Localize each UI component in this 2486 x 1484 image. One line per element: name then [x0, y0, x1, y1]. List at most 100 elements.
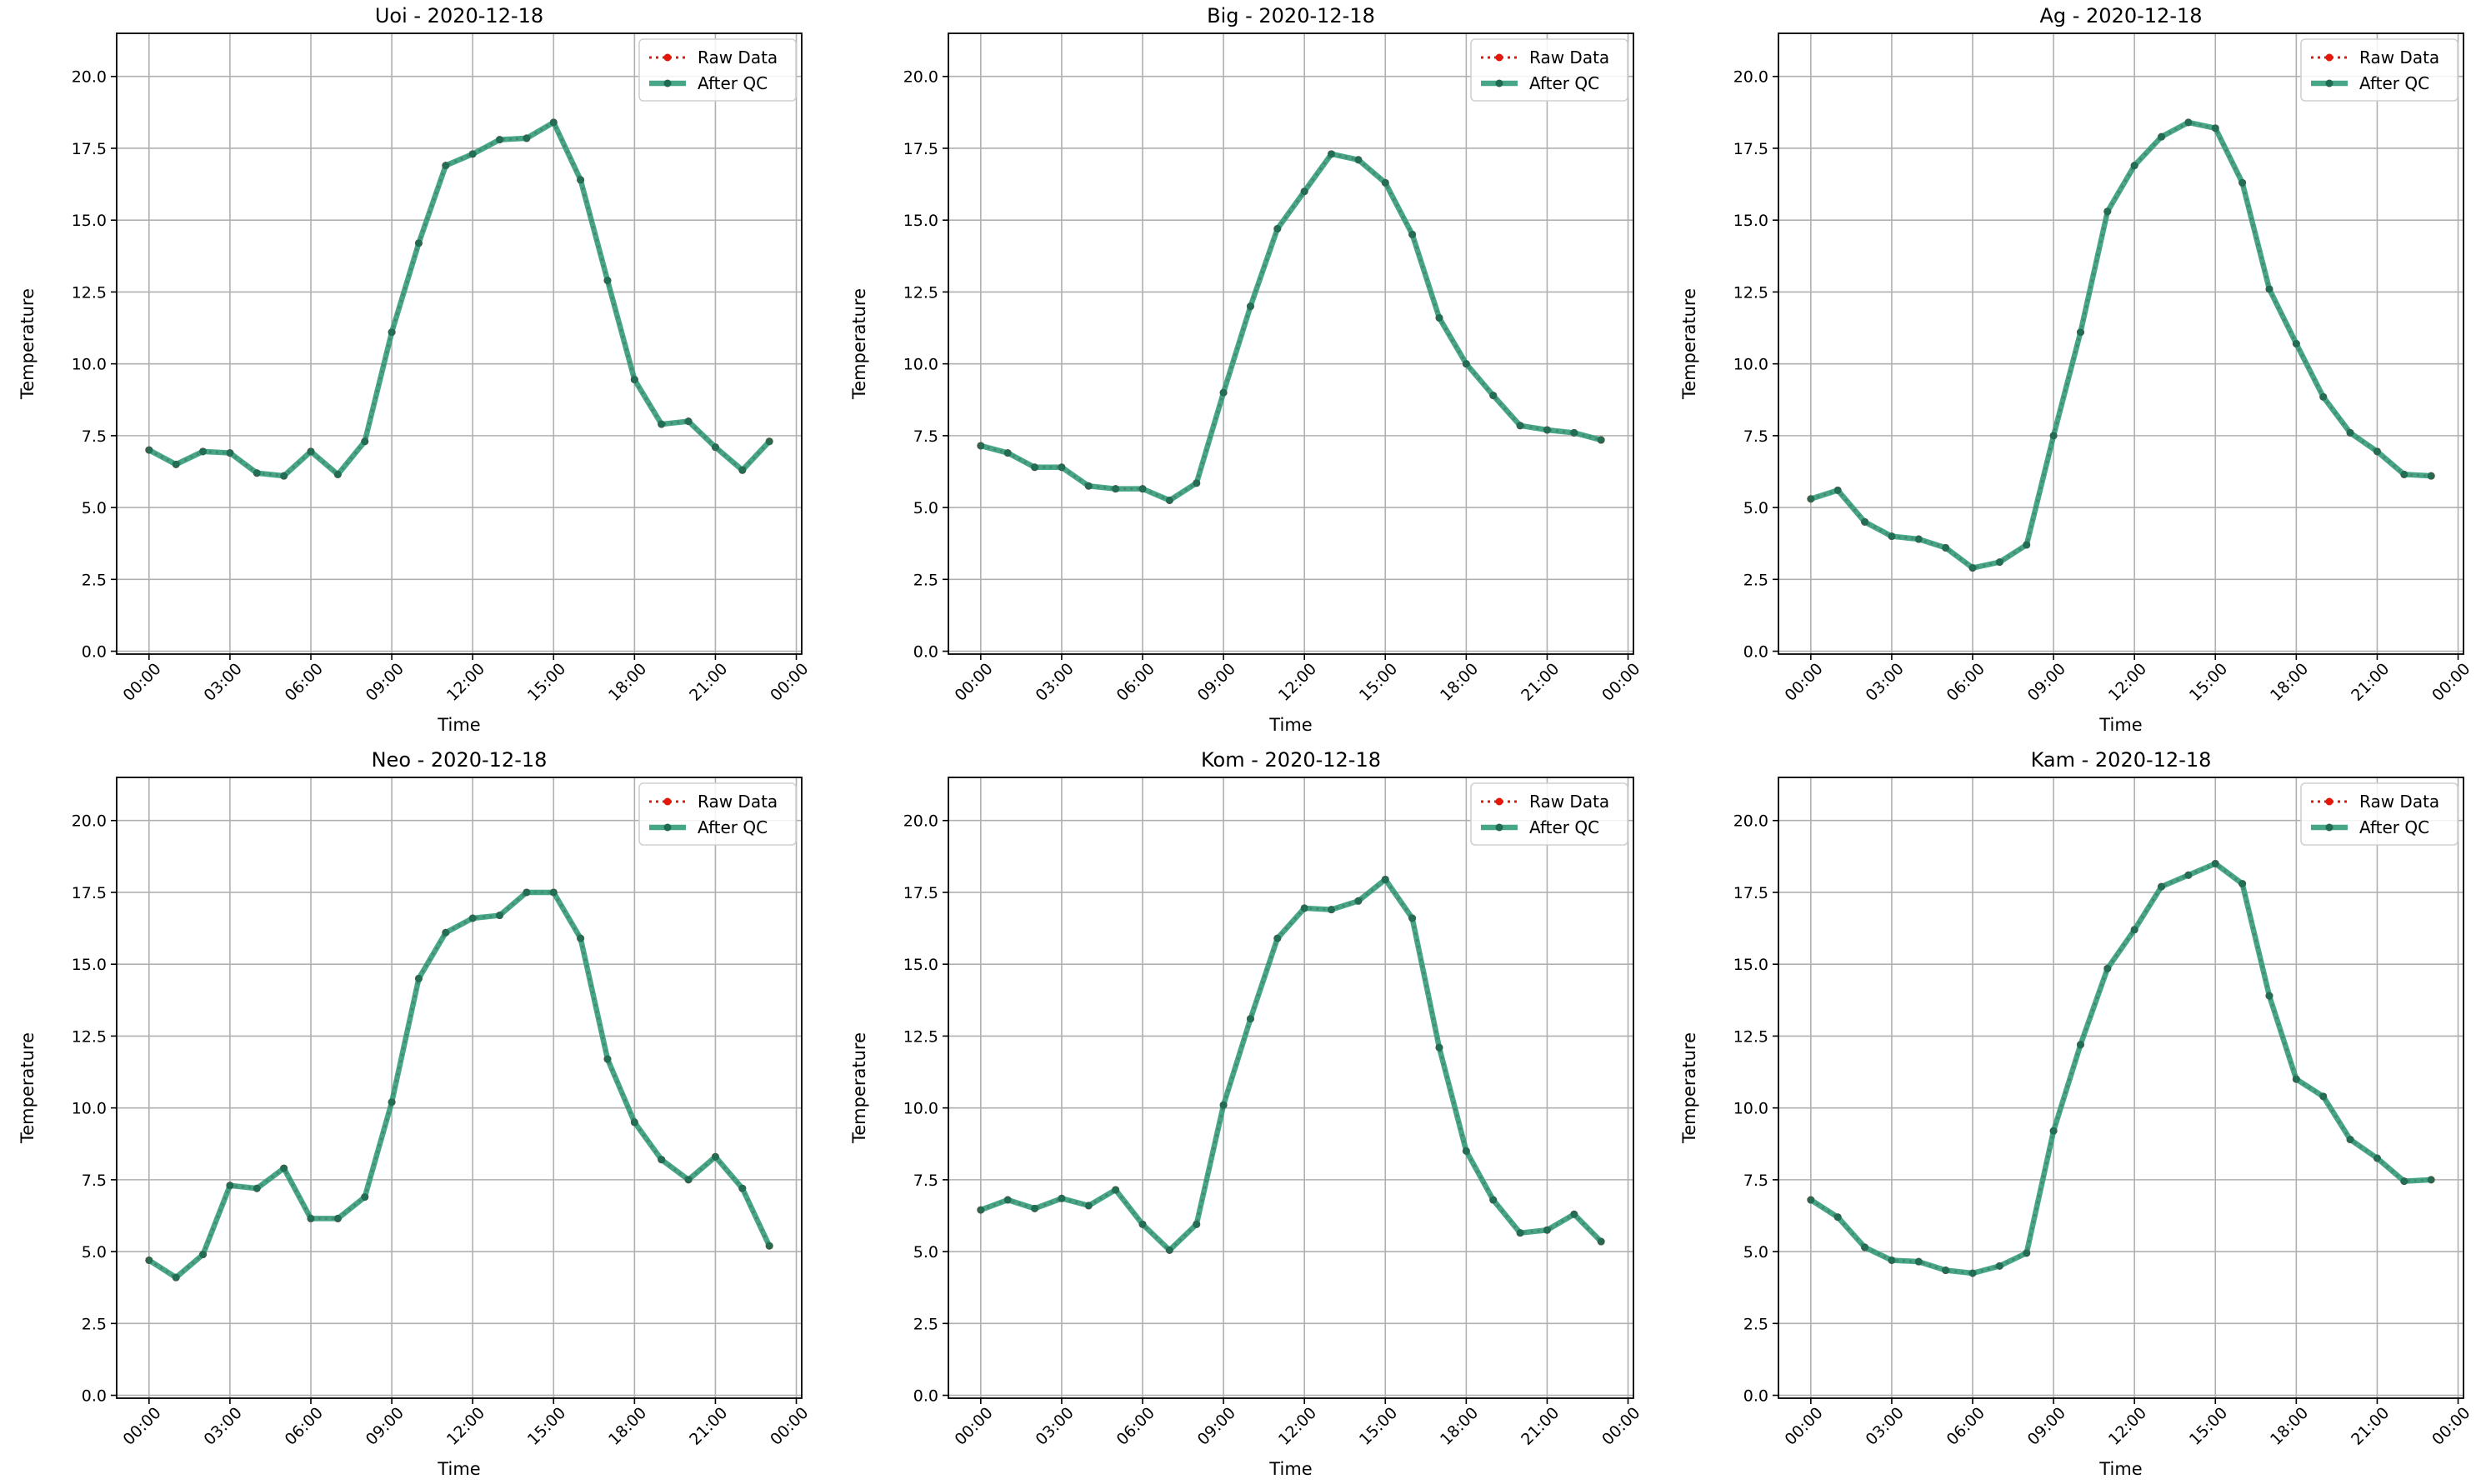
qc-data-point — [2346, 428, 2354, 437]
qc-data-point — [2184, 871, 2193, 879]
qc-data-point — [1165, 1246, 1173, 1254]
y-tick-label: 15.0 — [903, 212, 938, 230]
legend-qc-label: After QC — [1529, 817, 1599, 837]
qc-data-point — [1354, 897, 1363, 905]
qc-data-point — [1861, 517, 1869, 526]
x-tick-label: 00:00 — [1781, 660, 1826, 705]
qc-data-point — [1219, 1101, 1228, 1109]
legend-raw-marker — [663, 797, 672, 806]
y-tick-label: 17.5 — [1733, 884, 1768, 902]
qc-data-point — [1031, 463, 1039, 472]
legend-qc-marker — [2325, 79, 2333, 87]
qc-data-point — [388, 1098, 396, 1107]
qc-data-point — [2319, 392, 2328, 401]
x-tick-label: 12:00 — [2105, 1404, 2150, 1449]
qc-data-line — [1809, 119, 2432, 571]
y-tick-label: 17.5 — [72, 884, 107, 902]
qc-data-point — [2400, 1177, 2408, 1186]
y-axis-label: Temperature — [18, 288, 38, 400]
legend-raw-marker — [663, 53, 672, 62]
y-tick-label: 0.0 — [1743, 643, 1768, 662]
y-tick-label: 10.0 — [72, 1100, 107, 1118]
x-tick-label: 00:00 — [119, 1404, 164, 1449]
axes-frame — [1778, 777, 2464, 1399]
qc-data-point — [2076, 1041, 2084, 1049]
qc-data-point — [333, 470, 342, 478]
qc-data-point — [765, 1242, 773, 1250]
x-tick-label: 12:00 — [2105, 660, 2150, 705]
qc-data-point — [496, 912, 504, 920]
qc-data-point — [145, 1256, 153, 1264]
x-tick-label: 21:00 — [2348, 1404, 2393, 1449]
y-tick-label: 10.0 — [1733, 1100, 1768, 1118]
qc-data-line — [979, 877, 1603, 1253]
y-tick-label: 0.0 — [1743, 1387, 1768, 1406]
qc-data-point — [630, 1118, 638, 1127]
y-tick-label: 2.5 — [913, 571, 938, 589]
legend-raw-label: Raw Data — [698, 47, 778, 67]
qc-data-point — [1058, 463, 1066, 472]
qc-data-point — [658, 1156, 666, 1164]
qc-data-point — [1112, 1186, 1120, 1194]
qc-data-point — [630, 376, 638, 384]
x-tick-label: 09:00 — [1194, 1404, 1239, 1449]
qc-data-point — [1003, 449, 1012, 457]
qc-data-point — [1435, 313, 1443, 322]
legend: Raw Data After QC — [638, 38, 797, 102]
qc-data-point — [1914, 1257, 1923, 1266]
qc-data-point — [1112, 485, 1120, 493]
qc-data-point — [2103, 964, 2112, 972]
qc-data-point — [577, 176, 585, 184]
x-tick-label: 09:00 — [363, 1404, 408, 1449]
legend: Raw Data After QC — [638, 782, 797, 846]
x-tick-label: 00:00 — [1781, 1404, 1826, 1449]
qc-data-point — [1833, 1213, 1842, 1222]
y-tick-label: 7.5 — [913, 1172, 938, 1190]
qc-data-point — [172, 1273, 180, 1282]
qc-data-point — [1138, 485, 1147, 493]
subplot-title: Neo - 2020-12-18 — [372, 748, 548, 772]
qc-data-point — [468, 914, 477, 922]
x-tick-label: 18:00 — [605, 660, 650, 705]
qc-data-point — [577, 934, 585, 942]
qc-data-point — [253, 469, 261, 477]
x-tick-label: 15:00 — [524, 1404, 569, 1449]
qc-data-point — [2427, 1176, 2435, 1184]
axes-frame — [116, 32, 803, 655]
x-tick-label: 18:00 — [2267, 1404, 2312, 1449]
legend-qc-marker — [1495, 79, 1503, 87]
x-axis-label: Time — [2098, 1459, 2142, 1479]
x-axis-label: Time — [437, 715, 480, 735]
legend-qc-label: After QC — [698, 817, 768, 837]
y-tick-label: 20.0 — [903, 68, 938, 87]
subplot-title: Big - 2020-12-18 — [1207, 4, 1375, 27]
x-tick-label: 21:00 — [686, 1404, 731, 1449]
y-tick-label: 12.5 — [1733, 1027, 1768, 1046]
y-tick-label: 15.0 — [1733, 212, 1768, 230]
qc-data-point — [2292, 1075, 2300, 1083]
subplot-panel: Big - 2020-12-18 00:00 03:00 06:00 09:00 12:0… — [849, 4, 1643, 735]
x-tick-label: 06:00 — [1113, 1404, 1158, 1449]
qc-data-point — [738, 466, 747, 474]
qc-data-point — [442, 928, 450, 937]
y-tick-label: 0.0 — [913, 1387, 938, 1406]
subplot-title: Kom - 2020-12-18 — [1201, 748, 1381, 772]
x-tick-label: 09:00 — [1194, 660, 1239, 705]
raw-data-line — [980, 877, 1603, 1252]
qc-data-point — [1328, 906, 1336, 914]
legend-qc-marker — [2325, 823, 2333, 832]
qc-data-point — [2049, 432, 2058, 440]
qc-data-point — [1138, 1220, 1147, 1228]
y-tick-label: 7.5 — [1743, 1172, 1768, 1190]
qc-data-point — [1165, 496, 1173, 504]
x-tick-label: 06:00 — [1113, 660, 1158, 705]
qc-data-point — [1273, 934, 1282, 942]
qc-data-point — [2076, 328, 2084, 337]
legend: Raw Data After QC — [1470, 782, 1628, 846]
qc-data-point — [145, 446, 153, 454]
qc-data-point — [1807, 1196, 1815, 1204]
legend-raw-label: Raw Data — [2359, 47, 2439, 67]
legend-raw-label: Raw Data — [698, 792, 778, 812]
axes-frame — [948, 777, 1634, 1399]
x-tick-label: 03:00 — [201, 660, 246, 705]
